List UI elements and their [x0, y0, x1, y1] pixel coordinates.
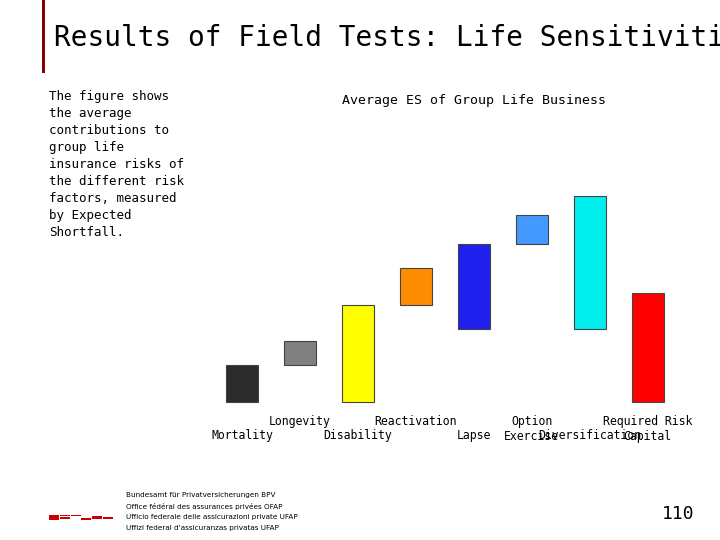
Bar: [71, 517, 81, 519]
Text: Required Risk
Capital: Required Risk Capital: [603, 415, 693, 443]
Bar: [284, 341, 316, 366]
Bar: [574, 195, 606, 329]
Bar: [92, 516, 102, 518]
Bar: [60, 516, 70, 518]
Bar: [60, 516, 70, 517]
Bar: [103, 517, 113, 519]
Bar: [42, 0, 45, 73]
Bar: [81, 517, 91, 519]
Bar: [71, 516, 81, 517]
Text: Mortality: Mortality: [211, 429, 273, 442]
Text: Average ES of Group Life Business: Average ES of Group Life Business: [342, 93, 606, 107]
Bar: [400, 268, 432, 305]
Bar: [81, 518, 91, 519]
Bar: [92, 517, 102, 519]
Bar: [226, 366, 258, 402]
Text: Disability: Disability: [323, 429, 392, 442]
Text: Office fédéral des assurances privées OFAP: Office fédéral des assurances privées OF…: [126, 503, 282, 510]
Bar: [71, 516, 81, 518]
Bar: [49, 518, 59, 519]
Bar: [71, 518, 81, 519]
Text: Lapse: Lapse: [456, 429, 491, 442]
Text: Diversification: Diversification: [538, 429, 642, 442]
Bar: [60, 517, 70, 519]
Text: The figure shows
the average
contributions to
group life
insurance risks of
the : The figure shows the average contributio…: [49, 90, 184, 239]
Bar: [49, 516, 59, 518]
Text: Ufficio federale delle assicurazioni private UFAP: Ufficio federale delle assicurazioni pri…: [126, 514, 298, 521]
Text: Uffizi federal d'assicuranzas privatas UFAP: Uffizi federal d'assicuranzas privatas U…: [126, 525, 279, 531]
Bar: [631, 293, 664, 402]
Bar: [49, 517, 59, 519]
Text: 110: 110: [662, 505, 695, 523]
Bar: [458, 244, 490, 329]
Text: Longevity: Longevity: [269, 415, 331, 428]
Text: Option
Exercise: Option Exercise: [504, 415, 559, 443]
Text: Results of Field Tests: Life Sensitivities: Results of Field Tests: Life Sensitiviti…: [54, 24, 720, 52]
Bar: [49, 516, 59, 517]
Text: Reactivation: Reactivation: [374, 415, 457, 428]
Bar: [516, 215, 548, 244]
Text: Bundesamt für Privatversicherungen BPV: Bundesamt für Privatversicherungen BPV: [126, 492, 276, 498]
Bar: [342, 305, 374, 402]
Bar: [81, 516, 91, 518]
